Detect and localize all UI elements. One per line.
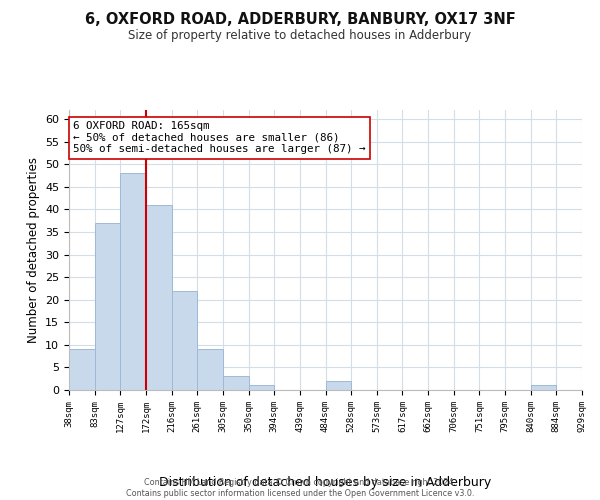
X-axis label: Distribution of detached houses by size in Adderbury: Distribution of detached houses by size … (160, 476, 491, 490)
Y-axis label: Number of detached properties: Number of detached properties (26, 157, 40, 343)
Bar (248, 386, 274, 390)
Bar (146, 205, 172, 390)
Bar (197, 350, 223, 390)
Text: 6 OXFORD ROAD: 165sqm
← 50% of detached houses are smaller (86)
50% of semi-deta: 6 OXFORD ROAD: 165sqm ← 50% of detached … (73, 122, 365, 154)
Bar (121, 173, 146, 390)
Bar (69, 350, 95, 390)
Text: Size of property relative to detached houses in Adderbury: Size of property relative to detached ho… (128, 29, 472, 42)
Bar (223, 376, 248, 390)
Bar (172, 290, 197, 390)
Text: Contains HM Land Registry data © Crown copyright and database right 2024.
Contai: Contains HM Land Registry data © Crown c… (126, 478, 474, 498)
Bar (95, 223, 121, 390)
Text: 6, OXFORD ROAD, ADDERBURY, BANBURY, OX17 3NF: 6, OXFORD ROAD, ADDERBURY, BANBURY, OX17… (85, 12, 515, 28)
Bar (325, 381, 351, 390)
Bar (531, 386, 556, 390)
